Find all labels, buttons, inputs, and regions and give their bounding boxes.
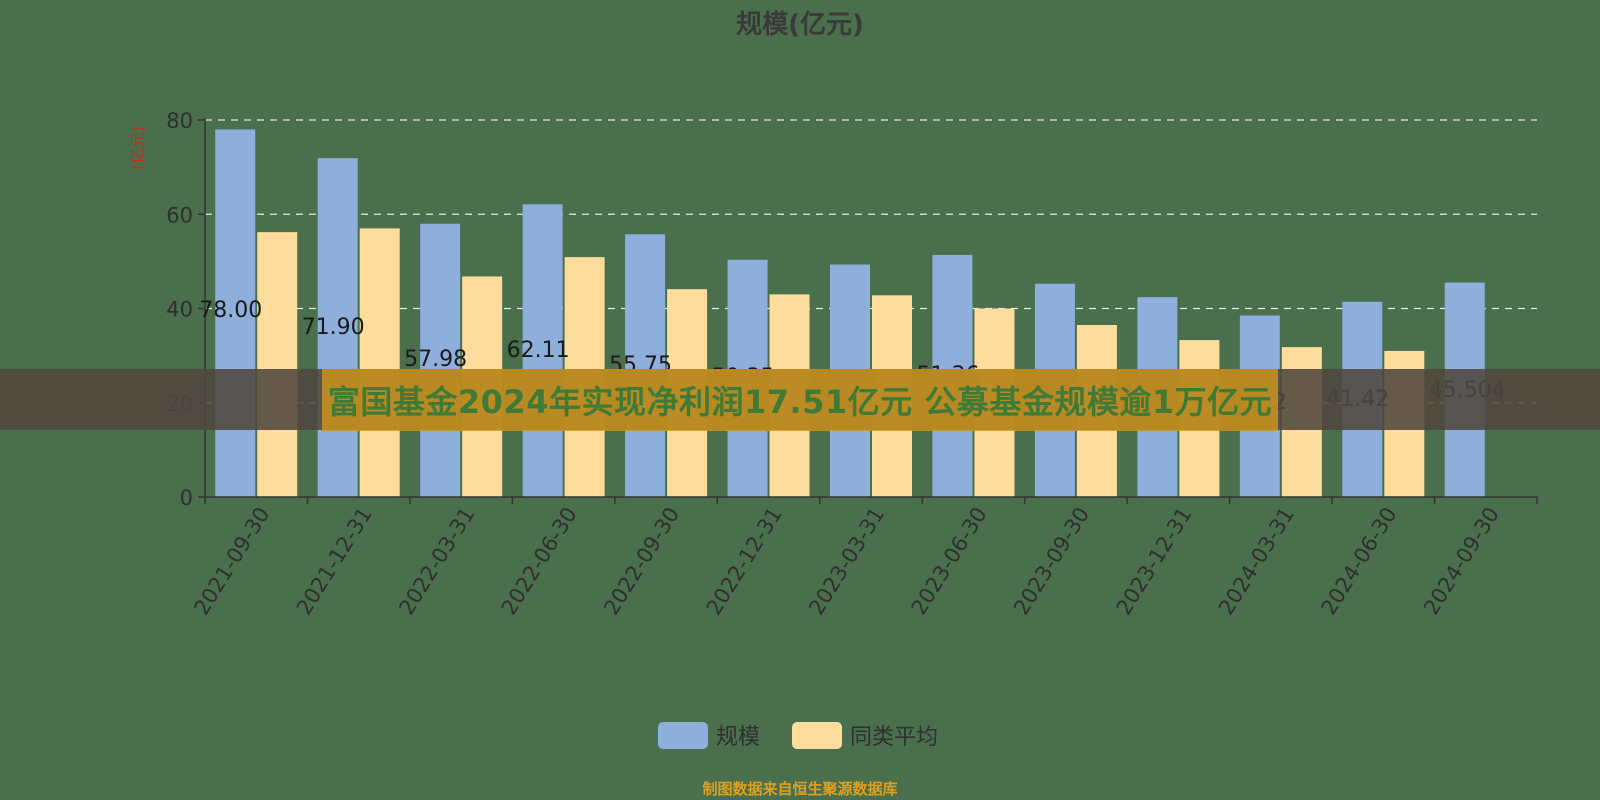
x-tick-label: 2024-06-30 xyxy=(1317,503,1402,619)
source-footer: 制图数据来自恒生聚源数据库 xyxy=(702,780,898,798)
chart-title: 规模(亿元) xyxy=(736,10,864,40)
data-label: 57.98 xyxy=(404,347,467,372)
x-tick-label: 2022-09-30 xyxy=(599,503,684,619)
legend-swatch[interactable] xyxy=(658,722,708,749)
data-label: 78.00 xyxy=(199,298,262,323)
x-tick-label: 2023-09-30 xyxy=(1009,503,1094,619)
y-tick-label: 80 xyxy=(166,109,193,133)
bar-peer-average[interactable] xyxy=(257,232,298,497)
bar-scale[interactable] xyxy=(317,158,358,497)
x-tick-label: 2022-12-31 xyxy=(702,503,787,619)
data-label: 71.90 xyxy=(302,315,365,340)
y-tick-label: 0 xyxy=(180,486,193,510)
y-axis-unit: (亿元) xyxy=(128,126,147,171)
bar-scale[interactable] xyxy=(215,129,256,498)
bars xyxy=(215,129,1485,498)
legend-label[interactable]: 同类平均 xyxy=(850,725,938,750)
legend-swatch[interactable] xyxy=(792,722,842,749)
x-tick-label: 2023-06-30 xyxy=(907,503,992,619)
x-tick-label: 2023-12-31 xyxy=(1112,503,1197,619)
data-label: 62.11 xyxy=(507,338,570,363)
legend-label[interactable]: 规模 xyxy=(716,725,760,750)
x-tick-label: 2022-03-31 xyxy=(394,503,479,619)
bar-scale[interactable] xyxy=(420,223,461,497)
legend[interactable]: 规模 同类平均 xyxy=(658,722,938,750)
x-tick-label: 2024-09-30 xyxy=(1419,503,1504,619)
bar-scale[interactable] xyxy=(625,234,666,497)
x-tick-label: 2024-03-31 xyxy=(1214,503,1299,619)
bar-peer-average[interactable] xyxy=(359,228,400,497)
x-tick-label: 2022-06-30 xyxy=(497,503,582,619)
x-tick-label: 2021-09-30 xyxy=(189,503,274,619)
x-tick-label: 2023-03-31 xyxy=(804,503,889,619)
x-tick-label: 2021-12-31 xyxy=(292,503,377,619)
bar-scale[interactable] xyxy=(522,204,563,497)
overlay-banner xyxy=(0,369,1600,430)
y-tick-label: 60 xyxy=(166,203,193,227)
y-tick-label: 40 xyxy=(166,298,193,322)
